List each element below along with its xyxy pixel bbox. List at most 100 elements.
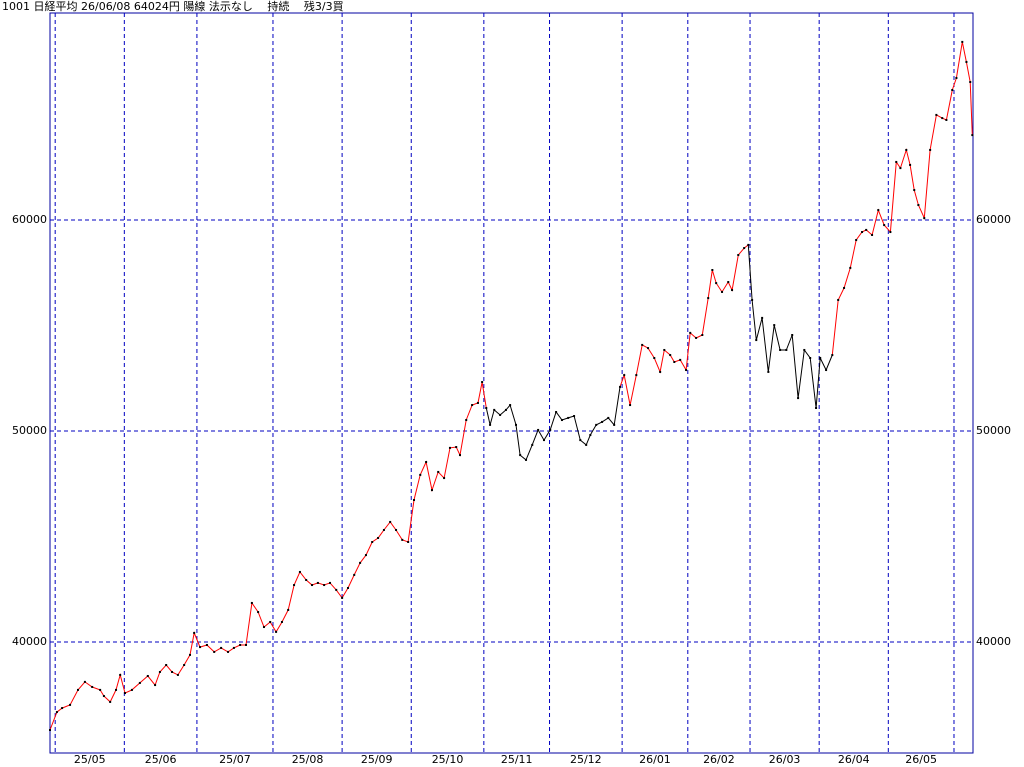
price-dot <box>647 347 650 350</box>
x-tick-label: 26/02 <box>703 753 735 766</box>
price-dot <box>280 620 283 623</box>
price-dot <box>430 489 433 492</box>
price-dot <box>158 670 161 673</box>
price-dot <box>819 356 822 359</box>
price-dot <box>825 369 828 372</box>
price-dot <box>711 269 714 272</box>
price-dot <box>448 446 451 449</box>
price-dot <box>458 454 461 457</box>
price-dot <box>346 586 349 589</box>
price-dot <box>555 411 558 414</box>
price-dot <box>465 419 468 422</box>
price-dot <box>913 189 916 192</box>
price-dot <box>843 286 846 289</box>
price-dot <box>382 528 385 531</box>
price-dot <box>797 397 800 400</box>
price-dot <box>549 428 552 431</box>
price-dot <box>537 428 540 431</box>
price-dot <box>275 630 278 633</box>
price-dot <box>653 356 656 359</box>
price-dot <box>115 688 118 691</box>
x-tick-label: 26/04 <box>838 753 870 766</box>
x-tick-label: 26/01 <box>639 753 671 766</box>
price-dot <box>425 461 428 464</box>
price-dot <box>419 473 422 476</box>
x-tick-label: 25/06 <box>145 753 177 766</box>
price-line <box>831 41 973 356</box>
price-dot <box>721 290 724 293</box>
price-dot <box>205 643 208 646</box>
price-dot <box>154 684 157 687</box>
price-dot <box>109 700 112 703</box>
x-tick-label: 25/12 <box>570 753 602 766</box>
price-dot <box>849 266 852 269</box>
price-dot <box>731 289 734 292</box>
y-tick-label-right: 60000 <box>976 213 1011 226</box>
price-dot <box>193 631 196 634</box>
price-dot <box>573 415 576 418</box>
price-dot <box>695 336 698 339</box>
price-dot <box>311 584 314 587</box>
price-dot <box>785 348 788 351</box>
price-dot <box>239 643 242 646</box>
price-dot <box>941 117 944 120</box>
price-dot <box>917 204 920 207</box>
x-tick-label: 25/09 <box>361 753 393 766</box>
price-dot <box>407 540 410 543</box>
price-dot <box>220 646 223 649</box>
price-dot <box>102 695 105 698</box>
price-dot <box>761 316 764 319</box>
price-dot <box>727 281 730 284</box>
price-line <box>747 244 833 409</box>
price-dot <box>183 664 186 667</box>
price-dot <box>171 670 174 673</box>
price-dot <box>359 561 362 564</box>
price-dot <box>531 443 534 446</box>
price-dot <box>585 443 588 446</box>
price-dot <box>99 688 102 691</box>
price-dot <box>413 499 416 502</box>
price-dot <box>877 209 880 212</box>
price-dot <box>635 374 638 377</box>
price-dot <box>287 608 290 611</box>
price-dot <box>389 520 392 523</box>
price-dot <box>138 681 141 684</box>
price-dot <box>737 254 740 257</box>
price-dot <box>743 247 746 250</box>
plot-frame <box>49 12 974 754</box>
price-dot <box>61 707 64 710</box>
price-dot <box>809 356 812 359</box>
x-tick-label: 25/05 <box>74 753 106 766</box>
price-dot <box>489 423 492 426</box>
price-dot <box>519 454 522 457</box>
price-dot <box>542 439 545 442</box>
price-dot <box>293 584 296 587</box>
price-dot <box>176 673 179 676</box>
price-dot <box>607 416 610 419</box>
price-dot <box>262 626 265 629</box>
price-dot <box>146 674 149 677</box>
price-dot <box>945 118 948 121</box>
price-dot <box>124 692 127 695</box>
x-tick-label: 25/07 <box>219 753 251 766</box>
price-dot <box>323 584 326 587</box>
price-dot <box>803 348 806 351</box>
price-dot <box>476 401 479 404</box>
price-dot <box>499 413 502 416</box>
price-dot <box>514 423 517 426</box>
x-tick-label: 25/10 <box>432 753 464 766</box>
price-dot <box>955 76 958 79</box>
x-tick-label: 26/03 <box>769 753 801 766</box>
price-dot <box>951 89 954 92</box>
price-dot <box>663 348 666 351</box>
y-tick-label: 60000 <box>12 213 47 226</box>
price-dot <box>55 711 58 714</box>
price-dot <box>443 477 446 480</box>
price-dot <box>689 331 692 334</box>
price-dot <box>455 446 458 449</box>
price-dot <box>525 458 528 461</box>
price-dot <box>965 60 968 63</box>
price-dot <box>49 729 51 732</box>
